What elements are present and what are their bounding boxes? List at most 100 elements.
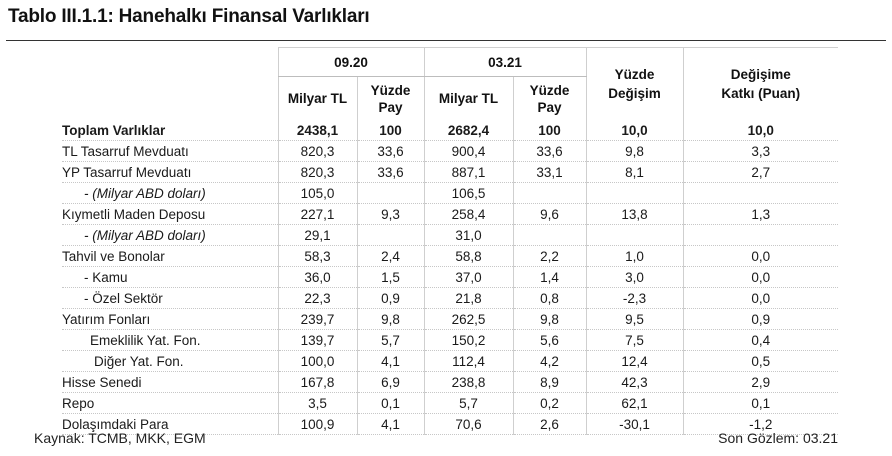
last-observation-note: Son Gözlem: 03.21 bbox=[718, 430, 838, 446]
cell-chg: 3,0 bbox=[585, 266, 684, 288]
cell-v2: 887,1 bbox=[423, 161, 514, 183]
cell-ctb: 2,9 bbox=[682, 371, 839, 393]
cell-p1: 4,1 bbox=[356, 350, 425, 372]
cell-p1 bbox=[356, 182, 425, 204]
cell-p1: 100 bbox=[356, 120, 425, 141]
cell-ctb bbox=[682, 182, 839, 204]
cell-p2: 8,9 bbox=[512, 371, 587, 393]
cell-chg: -2,3 bbox=[585, 287, 684, 309]
row-label: TL Tasarruf Mevduatı bbox=[62, 140, 278, 162]
cell-chg bbox=[585, 182, 684, 204]
yuzde-degisim-header: Yüzde Değişim bbox=[585, 47, 684, 120]
row-label: - Kamu bbox=[62, 266, 278, 288]
cell-chg: 42,3 bbox=[585, 371, 684, 393]
cell-p1: 5,7 bbox=[356, 329, 425, 351]
cell-ctb: 0,4 bbox=[682, 329, 839, 351]
row-label: - (Milyar ABD doları) bbox=[62, 224, 278, 246]
cell-ctb bbox=[682, 224, 839, 246]
table-row: Tahvil ve Bonolar 58,3 2,4 58,8 2,2 1,0 … bbox=[62, 245, 839, 267]
cell-p1 bbox=[356, 224, 425, 246]
cell-v1: 167,8 bbox=[277, 371, 357, 393]
row-label: Repo bbox=[62, 392, 278, 414]
cell-p2: 0,8 bbox=[512, 287, 587, 309]
cell-p2 bbox=[512, 182, 587, 204]
cell-p1: 33,6 bbox=[356, 161, 425, 183]
row-label: Kıymetli Maden Deposu bbox=[62, 203, 278, 225]
cell-ctb: 0,0 bbox=[682, 287, 839, 309]
cell-v2: 2682,4 bbox=[423, 120, 514, 141]
cell-chg: 10,0 bbox=[585, 120, 684, 141]
cell-v1: 36,0 bbox=[277, 266, 357, 288]
label-header-blank bbox=[62, 48, 278, 77]
row-label: Dolaşımdaki Para bbox=[62, 413, 278, 435]
cell-chg: 7,5 bbox=[585, 329, 684, 351]
table-row: Emeklilik Yat. Fon. 139,7 5,7 150,2 5,6 … bbox=[62, 329, 839, 351]
cell-p2: 2,6 bbox=[512, 413, 587, 435]
cell-v2: 106,5 bbox=[423, 182, 514, 204]
cell-v2: 21,8 bbox=[423, 287, 514, 309]
cell-ctb: 10,0 bbox=[682, 120, 839, 141]
cell-p2 bbox=[512, 224, 587, 246]
cell-v1: 58,3 bbox=[277, 245, 357, 267]
cell-p1: 9,3 bbox=[356, 203, 425, 225]
cell-p1: 1,5 bbox=[356, 266, 425, 288]
cell-ctb: 1,3 bbox=[682, 203, 839, 225]
table-row: Repo 3,5 0,1 5,7 0,2 62,1 0,1 bbox=[62, 392, 839, 414]
cell-v2: 900,4 bbox=[423, 140, 514, 162]
cell-p2: 33,1 bbox=[512, 161, 587, 183]
row-label: Emeklilik Yat. Fon. bbox=[62, 329, 278, 351]
cell-v2: 112,4 bbox=[423, 350, 514, 372]
cell-v2: 238,8 bbox=[423, 371, 514, 393]
cell-p2: 5,6 bbox=[512, 329, 587, 351]
cell-p1: 6,9 bbox=[356, 371, 425, 393]
cell-chg bbox=[585, 224, 684, 246]
cell-v1: 239,7 bbox=[277, 308, 357, 330]
yuzde-pay-header-0321: Yüzde Pay bbox=[512, 76, 587, 120]
title-rule bbox=[6, 40, 886, 41]
cell-p2: 2,2 bbox=[512, 245, 587, 267]
table-row: - Özel Sektör 22,3 0,9 21,8 0,8 -2,3 0,0 bbox=[62, 287, 839, 309]
cell-v2: 262,5 bbox=[423, 308, 514, 330]
cell-chg: 62,1 bbox=[585, 392, 684, 414]
period-header-0321: 03.21 bbox=[423, 47, 587, 77]
cell-v1: 820,3 bbox=[277, 161, 357, 183]
cell-chg: 1,0 bbox=[585, 245, 684, 267]
cell-ctb: 0,5 bbox=[682, 350, 839, 372]
cell-v2: 31,0 bbox=[423, 224, 514, 246]
row-label: Hisse Senedi bbox=[62, 371, 278, 393]
cell-p1: 9,8 bbox=[356, 308, 425, 330]
cell-v1: 227,1 bbox=[277, 203, 357, 225]
cell-v2: 258,4 bbox=[423, 203, 514, 225]
cell-v1: 820,3 bbox=[277, 140, 357, 162]
table-row: Kıymetli Maden Deposu 227,1 9,3 258,4 9,… bbox=[62, 203, 839, 225]
cell-v1: 100,0 bbox=[277, 350, 357, 372]
cell-p2: 4,2 bbox=[512, 350, 587, 372]
cell-p1: 0,9 bbox=[356, 287, 425, 309]
table-row: - Kamu 36,0 1,5 37,0 1,4 3,0 0,0 bbox=[62, 266, 839, 288]
katki-header: Değişime Katkı (Puan) bbox=[682, 47, 839, 120]
cell-chg: 13,8 bbox=[585, 203, 684, 225]
cell-chg: 8,1 bbox=[585, 161, 684, 183]
cell-chg: -30,1 bbox=[585, 413, 684, 435]
table-title: Tablo III.1.1: Hanehalkı Finansal Varlık… bbox=[8, 6, 370, 27]
table-row: Hisse Senedi 167,8 6,9 238,8 8,9 42,3 2,… bbox=[62, 371, 839, 393]
cell-v1: 139,7 bbox=[277, 329, 357, 351]
period-header-0920: 09.20 bbox=[277, 47, 425, 77]
cell-ctb: 2,7 bbox=[682, 161, 839, 183]
cell-v2: 37,0 bbox=[423, 266, 514, 288]
cell-v1: 29,1 bbox=[277, 224, 357, 246]
cell-v1: 105,0 bbox=[277, 182, 357, 204]
cell-ctb: 0,0 bbox=[682, 266, 839, 288]
cell-v2: 5,7 bbox=[423, 392, 514, 414]
cell-p2: 100 bbox=[512, 120, 587, 141]
cell-p2: 9,6 bbox=[512, 203, 587, 225]
cell-p2: 9,8 bbox=[512, 308, 587, 330]
table-row: Toplam Varlıklar 2438,1 100 2682,4 100 1… bbox=[62, 120, 839, 141]
cell-ctb: -1,2 bbox=[682, 413, 839, 435]
cell-ctb: 3,3 bbox=[682, 140, 839, 162]
cell-ctb: 0,0 bbox=[682, 245, 839, 267]
row-label: Tahvil ve Bonolar bbox=[62, 245, 278, 267]
cell-p2: 0,2 bbox=[512, 392, 587, 414]
cell-ctb: 0,1 bbox=[682, 392, 839, 414]
row-label: Toplam Varlıklar bbox=[62, 120, 278, 141]
